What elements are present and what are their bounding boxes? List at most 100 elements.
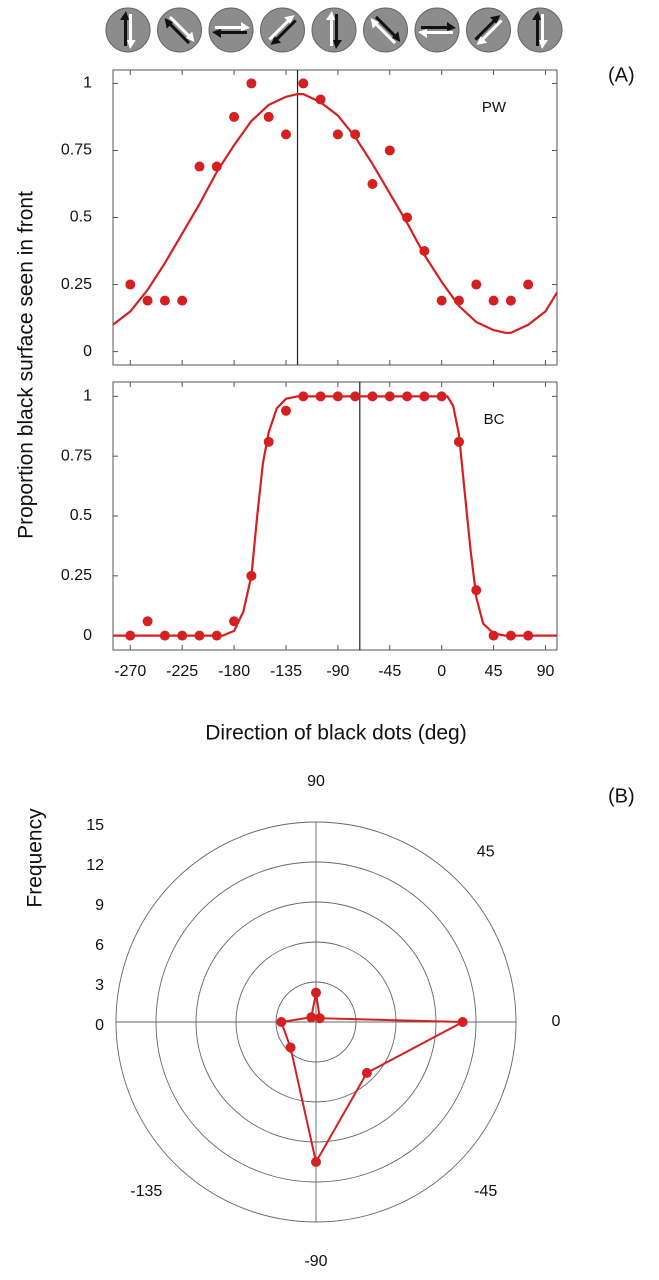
theta-tick-label: 90	[307, 773, 325, 790]
data-point	[471, 585, 482, 596]
theta-tick-label: -45	[474, 1183, 497, 1200]
icon-arrows	[120, 11, 136, 49]
data-point	[276, 1017, 287, 1027]
data-point	[350, 129, 361, 140]
r-tick-label: 9	[95, 897, 104, 914]
data-point	[306, 1012, 317, 1023]
data-point	[332, 391, 343, 402]
icon-disc	[414, 7, 460, 53]
x-tick-label: 90	[537, 663, 555, 680]
icon-arrow-black	[120, 11, 129, 46]
icon-arrows	[474, 15, 503, 45]
icon-disc	[466, 7, 511, 53]
data-point	[402, 391, 413, 402]
icon-arrows	[418, 22, 456, 38]
icon-arrow-black	[212, 29, 247, 38]
r-tick-label: 6	[95, 937, 104, 954]
icon-disc	[157, 7, 202, 53]
icon-arrow-white	[370, 17, 397, 45]
y-tick-label: 1	[83, 388, 92, 405]
data-point	[246, 570, 257, 581]
data-point	[298, 78, 309, 89]
icon-arrow-white	[476, 19, 503, 45]
data-point	[280, 129, 291, 140]
icon-arrow-black	[421, 22, 456, 31]
data-point	[177, 295, 188, 306]
icon-arrow-white	[539, 14, 548, 49]
panel-annotation: PW	[482, 99, 507, 116]
data-point	[315, 391, 326, 402]
data-point	[159, 630, 170, 641]
icon-arrows	[268, 15, 297, 45]
data-point	[384, 391, 395, 402]
data-point	[488, 630, 499, 641]
icon-arrow-black	[374, 15, 401, 43]
x-tick-label: -45	[378, 663, 401, 680]
y-tick-label: 0	[83, 627, 92, 644]
y-tick-label: 1	[83, 75, 92, 92]
data-point	[142, 616, 153, 627]
data-point	[523, 279, 534, 290]
x-tick-label: -225	[166, 663, 198, 680]
data-point	[194, 161, 205, 172]
icon-arrow-white	[326, 11, 335, 46]
theta-tick-label: 0	[552, 1013, 561, 1030]
data-point	[285, 1042, 296, 1053]
x-tick-label: 45	[485, 663, 503, 680]
r-tick-label: 3	[95, 977, 104, 994]
icon-disc	[517, 7, 563, 53]
icon-arrow-white	[168, 15, 195, 43]
data-point	[314, 1013, 325, 1024]
icon-arrow-white	[127, 14, 136, 49]
data-point	[453, 295, 464, 306]
icon-arrow-white	[215, 22, 250, 31]
theta-tick-label: -90	[304, 1253, 327, 1270]
data-point	[419, 246, 430, 257]
icon-arrows	[532, 11, 548, 49]
icon-arrows	[370, 15, 401, 45]
data-point	[457, 1017, 468, 1027]
data-point	[453, 436, 464, 447]
icon-disc	[363, 7, 408, 53]
data-point	[211, 161, 222, 172]
data-point	[436, 391, 447, 402]
data-point	[505, 295, 516, 306]
data-point	[505, 630, 516, 641]
data-point	[436, 295, 447, 306]
data-point	[194, 630, 205, 641]
y-axis-label: Proportion black surface seen in front	[15, 191, 38, 539]
icon-arrow-black	[164, 17, 191, 45]
data-point	[488, 295, 499, 306]
icon-arrows	[164, 15, 195, 45]
data-point	[402, 212, 413, 223]
panel-label: (A)	[608, 64, 635, 86]
data-point	[125, 630, 136, 641]
data-point	[311, 1157, 321, 1167]
x-tick-label: -90	[326, 663, 349, 680]
icon-arrow-black	[270, 19, 297, 45]
r-tick-label: 12	[86, 857, 104, 874]
stimulus-icons	[105, 7, 563, 53]
icon-disc	[105, 7, 151, 53]
r-tick-label: 15	[86, 817, 104, 834]
data-point	[211, 630, 222, 641]
r-tick-label: 0	[95, 1017, 104, 1034]
theta-tick-label: 45	[477, 844, 495, 861]
panel-annotation: BC	[484, 411, 505, 428]
y-tick-label: 0.5	[70, 507, 92, 524]
icon-disc	[311, 7, 357, 53]
x-tick-label: -135	[270, 663, 302, 680]
icon-arrow-white	[268, 15, 295, 41]
x-tick-label: -270	[114, 663, 146, 680]
data-point	[523, 630, 534, 641]
data-point	[298, 391, 309, 402]
icon-disc	[260, 7, 305, 53]
data-point	[384, 145, 395, 156]
data-point	[367, 391, 378, 402]
icon-arrows	[212, 22, 250, 38]
panel-label: (B)	[608, 785, 635, 807]
y-tick-label: 0.5	[70, 209, 92, 226]
data-point	[471, 279, 482, 290]
